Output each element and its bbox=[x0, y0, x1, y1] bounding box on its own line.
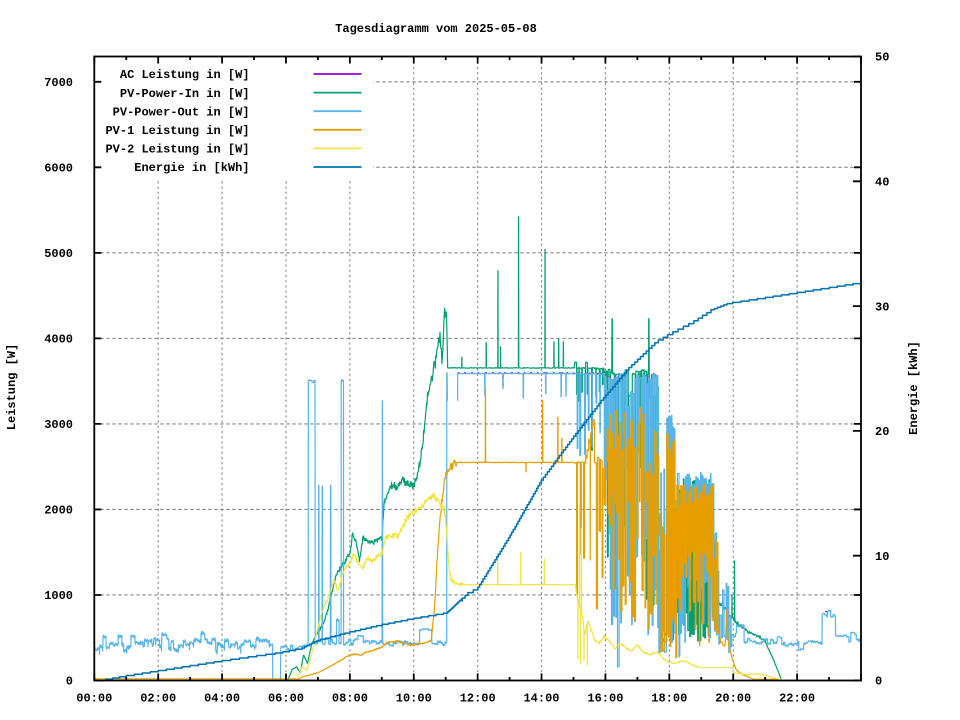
svg-text:0: 0 bbox=[875, 675, 882, 689]
svg-text:Leistung [W]: Leistung [W] bbox=[5, 344, 19, 430]
svg-text:3000: 3000 bbox=[44, 418, 73, 432]
svg-text:4000: 4000 bbox=[44, 333, 73, 347]
svg-text:2000: 2000 bbox=[44, 504, 73, 518]
svg-text:10: 10 bbox=[875, 550, 889, 564]
svg-text:02:00: 02:00 bbox=[140, 692, 176, 706]
svg-text:06:00: 06:00 bbox=[268, 692, 304, 706]
svg-text:20:00: 20:00 bbox=[715, 692, 751, 706]
svg-text:20: 20 bbox=[875, 425, 889, 439]
svg-text:40: 40 bbox=[875, 176, 889, 190]
svg-text:5000: 5000 bbox=[44, 247, 73, 261]
svg-text:16:00: 16:00 bbox=[587, 692, 623, 706]
svg-text:Tagesdiagramm vom 2025-05-08: Tagesdiagramm vom 2025-05-08 bbox=[335, 22, 537, 36]
svg-text:PV-Power-Out in [W]: PV-Power-Out in [W] bbox=[113, 105, 250, 119]
svg-text:Energie [kWh]: Energie [kWh] bbox=[907, 341, 921, 435]
svg-text:7000: 7000 bbox=[44, 76, 73, 90]
svg-text:30: 30 bbox=[875, 300, 889, 314]
svg-text:14:00: 14:00 bbox=[523, 692, 559, 706]
svg-text:12:00: 12:00 bbox=[460, 692, 496, 706]
svg-text:PV-1 Leistung in [W]: PV-1 Leistung in [W] bbox=[105, 124, 249, 138]
svg-text:PV-2 Leistung in [W]: PV-2 Leistung in [W] bbox=[105, 143, 249, 157]
svg-text:6000: 6000 bbox=[44, 162, 73, 176]
svg-text:PV-Power-In in [W]: PV-Power-In in [W] bbox=[120, 87, 250, 101]
svg-text:AC Leistung in [W]: AC Leistung in [W] bbox=[120, 68, 250, 82]
svg-text:50: 50 bbox=[875, 51, 889, 65]
svg-text:04:00: 04:00 bbox=[204, 692, 240, 706]
svg-text:08:00: 08:00 bbox=[332, 692, 368, 706]
svg-text:0: 0 bbox=[66, 675, 73, 689]
svg-text:22:00: 22:00 bbox=[779, 692, 815, 706]
svg-text:1000: 1000 bbox=[44, 589, 73, 603]
svg-text:00:00: 00:00 bbox=[76, 692, 112, 706]
svg-text:10:00: 10:00 bbox=[396, 692, 432, 706]
svg-text:Energie in [kWh]: Energie in [kWh] bbox=[134, 161, 249, 175]
svg-text:18:00: 18:00 bbox=[651, 692, 687, 706]
